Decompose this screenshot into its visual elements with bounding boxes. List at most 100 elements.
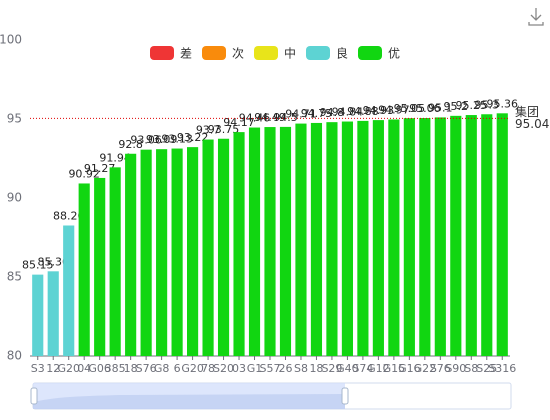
bar <box>372 120 384 356</box>
x-tick-label: S57 <box>260 362 281 375</box>
data-zoom[interactable] <box>30 382 512 410</box>
legend-label: 良 <box>336 46 348 61</box>
x-tick-label: S316 <box>488 362 516 375</box>
value-label: 94.8 <box>320 106 345 119</box>
legend-swatch <box>306 46 330 60</box>
y-tick-label: 90 <box>7 191 22 205</box>
bar <box>156 149 168 356</box>
value-label: 95.25 <box>456 99 488 112</box>
bar <box>233 132 245 356</box>
value-label: 94.46 <box>239 112 271 125</box>
bar <box>32 274 44 356</box>
value-label: 94.97 <box>378 103 410 116</box>
value-label: 94.71 <box>285 108 317 121</box>
bar <box>450 115 462 356</box>
y-tick-label: 85 <box>7 270 22 284</box>
bar <box>341 121 353 356</box>
x-tick-label: G8 <box>154 362 170 375</box>
x-tick-label: S90 <box>445 362 466 375</box>
x-tick-label: S3 <box>31 362 45 375</box>
x-tick-label: S25 <box>476 362 497 375</box>
x-tick-label: S8 <box>464 362 478 375</box>
bar <box>465 115 477 356</box>
download-icon[interactable] <box>528 8 544 26</box>
x-tick-label: G12 <box>367 362 390 375</box>
value-label: 95.2 <box>444 100 469 113</box>
value-label: 95.06 <box>409 102 441 115</box>
x-tick-label: 18 <box>309 362 323 375</box>
value-label: 95.36 <box>487 97 519 110</box>
value-label: 85.15 <box>22 259 54 272</box>
bar <box>248 127 261 356</box>
value-label: 95.3 <box>475 98 500 111</box>
bar <box>481 114 493 356</box>
value-label: 94.88 <box>347 105 379 118</box>
bar <box>326 122 338 356</box>
x-tick-label: S76 <box>430 362 451 375</box>
bar <box>264 127 276 356</box>
legend-label: 差 <box>180 47 192 61</box>
x-tick-label: G40 <box>336 362 359 375</box>
value-label: 90.92 <box>68 167 100 180</box>
value-label: 95.05 <box>394 102 426 115</box>
value-label: 94.5 <box>273 111 298 124</box>
x-tick-label: S8 <box>294 362 308 375</box>
value-label: 91.27 <box>84 162 116 175</box>
x-tick-label: G20 <box>181 362 204 375</box>
bar <box>434 117 446 356</box>
value-label: 93.06 <box>130 134 162 147</box>
value-label: 94.49 <box>254 111 286 124</box>
bar <box>310 122 323 356</box>
value-label: 94.84 <box>332 106 364 119</box>
bar <box>202 139 214 356</box>
value-label: 88.26 <box>53 209 85 222</box>
legend-label: 中 <box>284 46 296 61</box>
bar <box>357 120 369 357</box>
x-tick-label: 04 <box>77 362 91 375</box>
bar <box>419 118 431 356</box>
x-tick-label: 26 <box>278 362 292 375</box>
x-tick-label: 03 <box>232 362 246 375</box>
bar <box>496 113 508 356</box>
x-tick-label: G1 <box>247 362 263 375</box>
x-tick-label: G20 <box>57 362 80 375</box>
bar <box>171 148 183 356</box>
bar <box>187 147 199 356</box>
bar <box>63 225 75 356</box>
value-label: 95.1 <box>428 101 453 114</box>
bar <box>388 119 400 356</box>
value-label: 85.36 <box>37 255 69 268</box>
x-tick-label: S74 <box>352 362 373 375</box>
bar <box>403 118 415 357</box>
value-label: 94.75 <box>301 107 333 120</box>
x-tick-label: S29 <box>321 362 342 375</box>
x-tick-label: G06 <box>88 362 111 375</box>
value-label: 93.75 <box>208 123 240 136</box>
value-label: 93.7 <box>196 124 221 137</box>
bar <box>125 153 137 356</box>
value-label: 91.94 <box>99 151 131 164</box>
mark-line-value: 95.04 <box>515 117 549 131</box>
legend-label: 次 <box>232 47 244 61</box>
bar <box>295 123 307 356</box>
y-tick-label: 95 <box>7 112 22 126</box>
x-tick-label: 12 <box>46 362 60 375</box>
x-tick-label: S76 <box>136 362 157 375</box>
value-label: 93.22 <box>177 131 209 144</box>
y-tick-label: 80 <box>7 349 22 363</box>
value-label: 94.17 <box>223 116 255 129</box>
mark-line-label: 集团 <box>515 104 539 119</box>
x-tick-label: 6 <box>174 362 181 375</box>
y-tick-label: 100 <box>0 33 22 47</box>
x-tick-label: G22 <box>414 362 437 375</box>
value-label: 93.13 <box>161 133 193 146</box>
bar <box>78 183 90 356</box>
x-tick-label: 385 <box>105 362 126 375</box>
value-label: 93.09 <box>146 133 178 146</box>
x-tick-label: G15 <box>383 362 406 375</box>
legend-label: 优 <box>388 47 400 61</box>
bar <box>279 126 292 357</box>
bar <box>94 177 106 356</box>
